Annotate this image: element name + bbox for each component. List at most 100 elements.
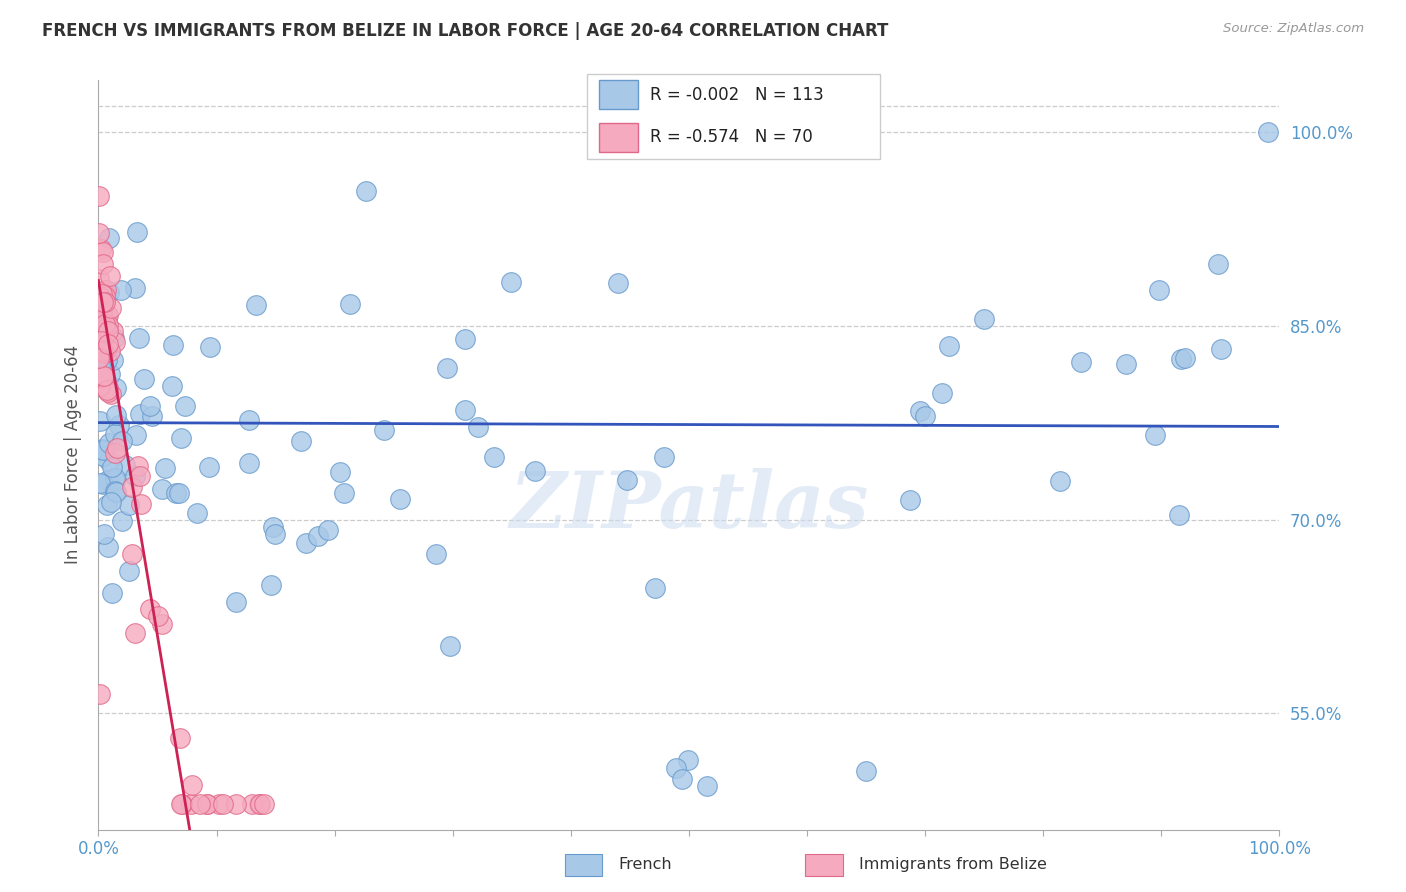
Point — [652, 450, 675, 464]
Point — [101, 459, 124, 474]
Point — [373, 423, 395, 437]
Point — [436, 360, 458, 375]
Point — [97, 473, 120, 487]
Point — [97, 231, 120, 245]
Point — [174, 399, 197, 413]
Point — [89, 358, 111, 372]
Point — [103, 331, 125, 345]
Point — [252, 797, 274, 811]
Point — [124, 281, 146, 295]
Point — [89, 290, 111, 304]
FancyBboxPatch shape — [806, 855, 842, 876]
Point — [94, 288, 117, 302]
Y-axis label: In Labor Force | Age 20-64: In Labor Force | Age 20-64 — [63, 345, 82, 565]
Point — [121, 480, 143, 494]
Point — [898, 492, 921, 507]
Point — [931, 386, 953, 401]
Point — [87, 351, 110, 366]
FancyBboxPatch shape — [565, 855, 602, 876]
Point — [316, 523, 339, 537]
Point — [1070, 354, 1092, 368]
Point — [94, 283, 117, 297]
Point — [855, 764, 877, 779]
Point — [339, 297, 361, 311]
Point — [696, 779, 718, 793]
Point — [104, 446, 127, 460]
Point — [128, 407, 150, 421]
Point — [118, 498, 141, 512]
Point — [388, 491, 411, 506]
Point — [188, 797, 211, 811]
Text: ZIPatlas: ZIPatlas — [509, 468, 869, 545]
Point — [162, 338, 184, 352]
Point — [1170, 352, 1192, 367]
Point — [249, 797, 271, 811]
Point — [98, 285, 121, 299]
Point — [186, 507, 208, 521]
Point — [128, 468, 150, 483]
Point — [170, 797, 193, 811]
Point — [89, 379, 111, 393]
Point — [91, 344, 114, 359]
Point — [439, 640, 461, 654]
Point — [98, 343, 121, 358]
Point — [129, 497, 152, 511]
Point — [242, 797, 264, 811]
Point — [93, 526, 115, 541]
Point — [1147, 283, 1170, 297]
Point — [125, 226, 148, 240]
Point — [93, 329, 115, 343]
Point — [96, 498, 118, 512]
Point — [197, 459, 219, 474]
Point — [225, 595, 247, 609]
Point — [453, 332, 475, 346]
Point — [170, 432, 193, 446]
Point — [153, 461, 176, 475]
Point — [98, 367, 121, 381]
Point — [93, 294, 115, 309]
Point — [167, 486, 190, 500]
Point — [97, 385, 120, 400]
FancyBboxPatch shape — [586, 74, 880, 159]
Point — [91, 449, 114, 463]
Text: French: French — [619, 857, 672, 871]
Point — [91, 443, 114, 458]
Point — [111, 434, 134, 449]
Point — [97, 454, 120, 468]
FancyBboxPatch shape — [599, 123, 638, 152]
Point — [104, 426, 127, 441]
Point — [87, 226, 110, 240]
Point — [938, 339, 960, 353]
Point — [110, 284, 132, 298]
Point — [208, 797, 231, 811]
Point — [165, 486, 187, 500]
Point — [96, 308, 118, 322]
Point — [104, 334, 127, 349]
Point — [1144, 428, 1167, 442]
Point — [90, 324, 112, 338]
Point — [664, 761, 686, 775]
Point — [97, 308, 120, 322]
Point — [1049, 474, 1071, 488]
Point — [91, 369, 114, 384]
Point — [973, 312, 995, 326]
Point — [100, 495, 122, 509]
Point — [1211, 342, 1233, 356]
Point — [105, 381, 128, 395]
FancyBboxPatch shape — [599, 80, 638, 109]
Point — [89, 189, 111, 203]
Point — [260, 578, 283, 592]
Point — [101, 324, 124, 338]
Text: R = -0.574   N = 70: R = -0.574 N = 70 — [650, 128, 813, 146]
Point — [197, 797, 219, 811]
Point — [96, 353, 118, 368]
Point — [128, 331, 150, 345]
Point — [118, 564, 141, 578]
Point — [329, 465, 352, 479]
Point — [467, 420, 489, 434]
Text: R = -0.002   N = 113: R = -0.002 N = 113 — [650, 86, 824, 103]
Point — [676, 753, 699, 767]
Point — [96, 312, 118, 326]
Point — [908, 404, 931, 418]
Point — [90, 376, 112, 390]
